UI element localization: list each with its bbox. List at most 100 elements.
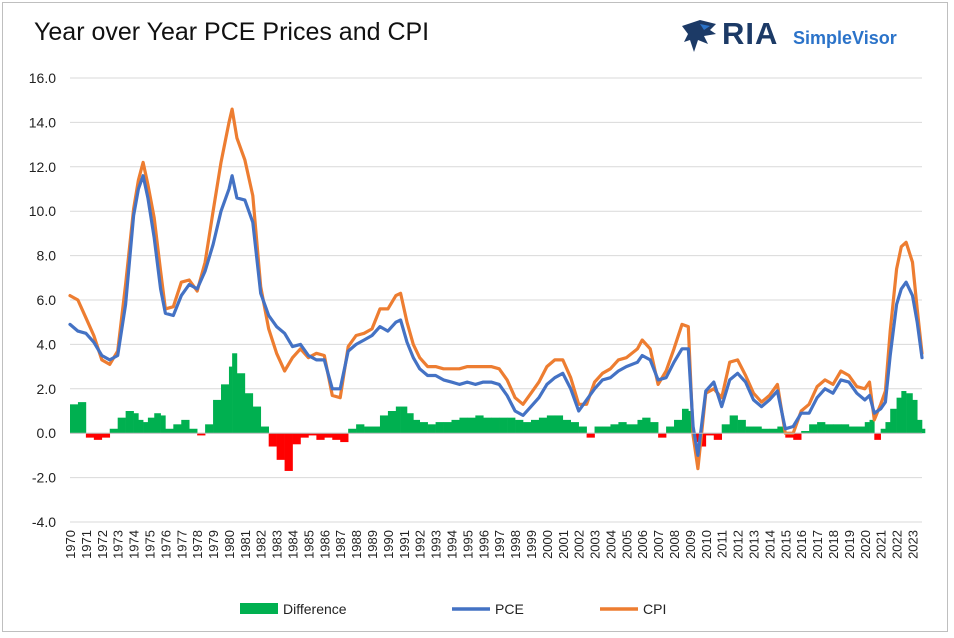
difference-bar [228, 366, 233, 434]
x-tick-label: 1981 [238, 530, 253, 559]
difference-bar [745, 426, 754, 434]
difference-bar [809, 424, 818, 434]
x-tick-label: 2022 [890, 530, 905, 559]
y-tick-label: 0.0 [37, 425, 57, 441]
difference-bar [213, 399, 222, 434]
difference-bar [147, 417, 155, 434]
difference-bar [85, 433, 95, 438]
difference-bar [236, 373, 246, 434]
x-tick-label: 1972 [95, 530, 110, 559]
x-tick-label: 2014 [762, 530, 777, 559]
difference-bar [483, 417, 492, 434]
y-tick-label: 10.0 [29, 203, 56, 219]
difference-bar [562, 419, 572, 434]
chart-frame [2, 2, 948, 632]
difference-bar [372, 426, 381, 434]
y-tick-label: 16.0 [29, 70, 56, 86]
difference-bar [674, 419, 683, 434]
difference-bar [666, 426, 675, 434]
difference-bar [340, 433, 349, 443]
difference-bar [538, 417, 548, 434]
difference-bar [642, 417, 651, 434]
difference-bar [459, 417, 468, 434]
x-tick-label: 1999 [524, 530, 539, 559]
difference-bar [400, 406, 408, 434]
difference-bar [681, 408, 689, 434]
difference-bar [688, 411, 694, 434]
x-tick-label: 1974 [127, 530, 142, 559]
legend-label: Difference [283, 601, 347, 617]
difference-bar [308, 433, 317, 436]
x-tick-label: 1982 [254, 530, 269, 559]
x-tick-label: 2023 [906, 530, 921, 559]
difference-bar [840, 424, 850, 434]
difference-bar [467, 417, 476, 434]
difference-bar [419, 422, 428, 434]
difference-bar [268, 433, 277, 447]
x-tick-label: 1994 [445, 530, 460, 559]
x-tick-label: 1991 [397, 530, 412, 559]
x-tick-label: 1995 [460, 530, 475, 559]
difference-bar [713, 433, 723, 440]
difference-bar [777, 426, 786, 434]
legend-label: CPI [643, 601, 666, 617]
difference-bar [451, 419, 460, 434]
difference-bar [737, 419, 746, 434]
difference-bar [332, 433, 341, 440]
y-tick-label: 12.0 [29, 159, 56, 175]
x-tick-label: 2012 [731, 530, 746, 559]
x-tick-label: 2013 [747, 530, 762, 559]
difference-bar [658, 433, 667, 438]
difference-bar [896, 397, 902, 434]
x-tick-label: 2007 [651, 530, 666, 559]
difference-bar [507, 417, 516, 434]
x-tick-label: 1986 [317, 530, 332, 559]
x-tick-label: 1988 [349, 530, 364, 559]
difference-bar [125, 411, 134, 434]
x-tick-label: 2017 [810, 530, 825, 559]
x-tick-label: 2008 [667, 530, 682, 559]
difference-bar [197, 433, 206, 436]
difference-bar [856, 426, 866, 434]
y-tick-label: 2.0 [37, 381, 57, 397]
difference-bar [300, 433, 309, 438]
difference-bar [626, 424, 638, 434]
difference-bar [406, 413, 414, 434]
difference-bar [475, 415, 484, 434]
difference-bar [93, 433, 103, 440]
x-tick-label: 1975 [143, 530, 158, 559]
difference-bar [650, 422, 659, 434]
difference-bar [869, 419, 875, 434]
difference-bar [356, 424, 365, 434]
x-tick-label: 2010 [699, 530, 714, 559]
difference-bar [443, 422, 452, 434]
difference-bar [864, 422, 870, 434]
difference-bar [77, 402, 87, 434]
difference-bar [117, 417, 126, 434]
difference-bar [586, 433, 595, 438]
x-tick-label: 2020 [858, 530, 873, 559]
x-tick-label: 1971 [79, 530, 94, 559]
difference-bar [885, 422, 891, 434]
x-tick-label: 1993 [429, 530, 444, 559]
difference-bar [874, 433, 881, 440]
x-tick-label: 1980 [222, 530, 237, 559]
eagle-icon [682, 20, 716, 52]
difference-bar [785, 433, 794, 438]
y-tick-label: -2.0 [32, 470, 56, 486]
difference-bar [578, 426, 587, 434]
difference-bar [890, 408, 897, 434]
y-tick-label: -4.0 [32, 514, 56, 530]
y-tick-label: 14.0 [29, 114, 56, 130]
difference-bar [554, 415, 564, 434]
difference-bar [395, 406, 401, 434]
logo-text: RIA [722, 16, 779, 51]
difference-bar [825, 424, 834, 434]
x-tick-label: 2005 [619, 530, 634, 559]
x-tick-label: 2016 [794, 530, 809, 559]
difference-bar [729, 415, 738, 434]
x-tick-label: 2006 [635, 530, 650, 559]
y-tick-label: 6.0 [37, 292, 57, 308]
difference-bar [769, 428, 778, 434]
ria-logo: RIA SimpleVisor [680, 16, 920, 58]
